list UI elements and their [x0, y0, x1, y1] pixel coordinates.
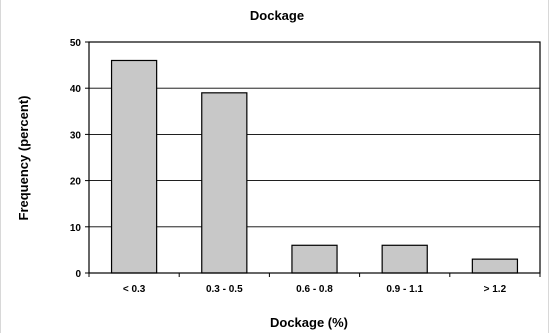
y-tick-label: 30 [70, 130, 82, 141]
y-tick-label: 20 [70, 177, 82, 188]
x-category-label: > 1.2 [484, 284, 507, 295]
plot-area [88, 41, 541, 274]
x-category-label: < 0.3 [123, 284, 146, 295]
y-axis-title: Frequency (percent) [16, 96, 31, 221]
y-tick-label: 50 [70, 38, 82, 49]
x-category-label: 0.9 - 1.1 [386, 284, 423, 295]
bars [110, 59, 519, 274]
chart-title: Dockage [250, 8, 304, 23]
bar [381, 244, 428, 274]
bar [201, 92, 248, 274]
x-category-label: 0.6 - 0.8 [296, 284, 333, 295]
x-axis-title: Dockage (%) [270, 315, 348, 330]
y-axis: 0 10 20 30 40 50 [70, 38, 89, 280]
y-tick-label: 0 [75, 269, 81, 280]
x-axis: < 0.3 0.3 - 0.5 0.6 - 0.8 0.9 - 1.1 > 1.2 [88, 273, 541, 295]
bar [291, 244, 338, 274]
y-tick-label: 40 [70, 84, 82, 95]
bar [110, 59, 158, 274]
gridlines [89, 87, 540, 228]
x-category-label: 0.3 - 0.5 [206, 284, 243, 295]
y-tick-label: 10 [70, 223, 82, 234]
bar [471, 258, 519, 274]
